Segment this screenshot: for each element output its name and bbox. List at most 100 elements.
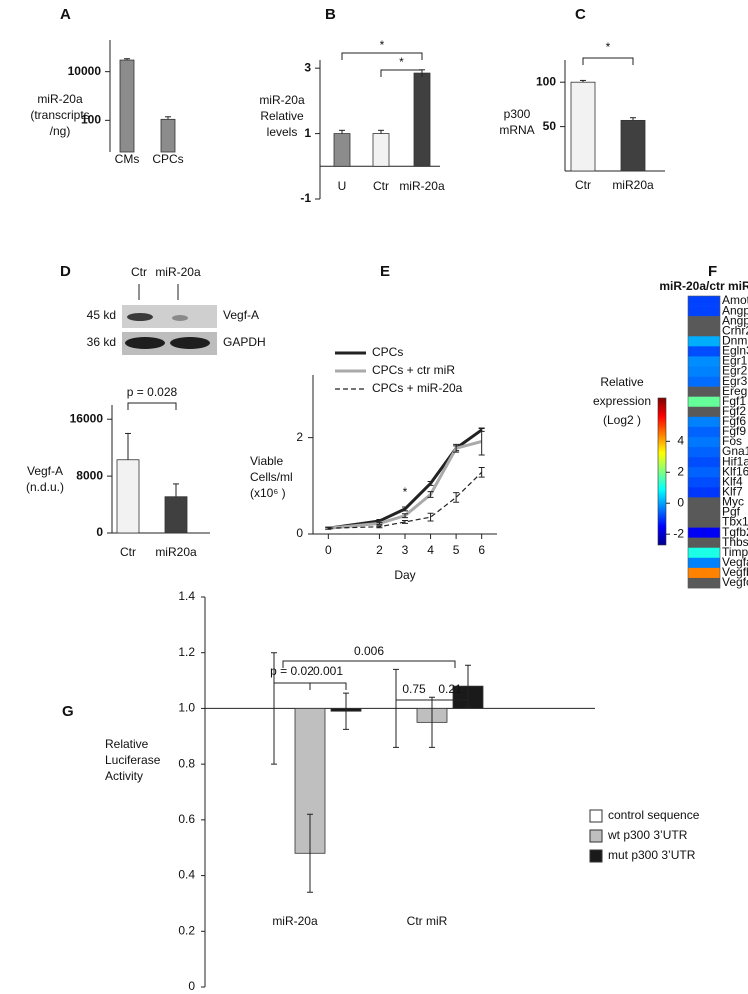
panel-label: A <box>60 6 71 23</box>
y-tick-label: 3 <box>304 60 311 74</box>
row-label: Angpt1 <box>722 303 748 317</box>
legend-label: CPCs + ctr miR <box>372 363 455 377</box>
heatmap-cell <box>688 306 720 317</box>
row-label: Crhr2 <box>722 323 748 337</box>
colorbar-tick-label: -2 <box>673 526 684 540</box>
heatmap-cell <box>688 346 720 357</box>
bar <box>413 72 431 167</box>
row-label: Dnm2 <box>722 333 748 347</box>
legend-swatch <box>589 829 603 843</box>
lane-label: miR-20a <box>155 265 201 279</box>
heatmap-frame <box>687 295 721 589</box>
error-bar <box>453 443 460 453</box>
y-axis-label: mRNA <box>499 123 534 137</box>
bar <box>119 59 135 153</box>
x-axis-label: Day <box>394 568 415 582</box>
error-bar <box>376 521 383 525</box>
row-label: Vegfc <box>722 575 748 589</box>
error-bar <box>393 668 399 748</box>
colorbar-tick-label: 2 <box>677 464 684 478</box>
bar <box>333 133 351 167</box>
error-bar <box>325 526 332 530</box>
y-axis-label: /ng) <box>50 124 71 138</box>
blot-band <box>127 313 153 321</box>
error-bar <box>402 506 408 512</box>
heatmap-cell <box>688 457 720 468</box>
error-bar <box>271 652 277 765</box>
annotation: 0.21 <box>438 682 462 696</box>
y-axis-label: Luciferase <box>105 753 161 767</box>
legend-swatch <box>589 849 603 863</box>
error-bar <box>427 480 434 486</box>
row-label: Tgfb2 <box>722 525 748 539</box>
significance-bracket <box>282 660 456 668</box>
row-label: Amot <box>722 293 748 307</box>
heatmap-cell <box>688 447 720 458</box>
colorbar-label: (Log2 ) <box>603 413 641 427</box>
y-axis-label: miR-20a <box>37 92 83 106</box>
heatmap-cell <box>688 527 720 538</box>
annotation: 0.001 <box>313 664 343 678</box>
y-tick-label: 0.2 <box>178 923 195 937</box>
row-label: Pgf <box>722 505 741 519</box>
panel-label: G <box>62 703 74 720</box>
marker-size: 36 kd <box>87 335 116 349</box>
annotation: 0.75 <box>402 682 426 696</box>
error-bar <box>343 692 349 730</box>
y-tick-label: 100 <box>536 74 556 88</box>
y-tick-label: 0.8 <box>178 756 195 770</box>
y-tick-label: 100 <box>81 113 101 127</box>
heatmap-cell <box>688 467 720 478</box>
x-tick-label: 6 <box>478 543 485 557</box>
missing-cell <box>688 537 720 549</box>
error-bar <box>427 512 434 522</box>
y-tick-label: 16000 <box>70 411 104 425</box>
x-tick-label: 3 <box>402 543 409 557</box>
error-bar <box>402 520 408 524</box>
bar <box>570 81 596 172</box>
x-tick-label: 0 <box>325 543 332 557</box>
x-tick-label: 5 <box>453 543 460 557</box>
colorbar <box>657 397 667 546</box>
y-axis-label: (n.d.u.) <box>26 480 64 494</box>
row-label: Vegfa <box>722 555 748 569</box>
blot-band <box>170 337 210 349</box>
heatmap-cell <box>688 376 720 387</box>
row-label: Gna13 <box>722 444 748 458</box>
y-axis-label: Relative <box>260 109 304 123</box>
x-tick-label: 2 <box>376 543 383 557</box>
error-bar <box>376 525 383 529</box>
error-bar <box>402 513 408 519</box>
missing-cell <box>688 497 720 508</box>
row-label: Klf4 <box>722 474 743 488</box>
x-tick-label: miR20a <box>155 545 197 559</box>
row-label: Thbs4 <box>722 535 748 549</box>
y-tick-label: 10000 <box>68 64 102 78</box>
x-tick-label: U <box>338 179 347 193</box>
x-tick-label: miR-20a <box>272 914 318 928</box>
x-tick-label: Ctr <box>120 545 136 559</box>
legend-swatch <box>589 809 603 823</box>
heatmap-cell <box>688 477 720 488</box>
row-label: Fgf1 <box>722 394 746 408</box>
heatmap-cell <box>688 436 720 448</box>
legend-label: mut p300 3’UTR <box>608 848 696 862</box>
annotation: p = 0.028 <box>127 385 178 399</box>
y-tick-label: 0 <box>96 525 103 539</box>
protein-label: Vegf-A <box>223 308 259 322</box>
y-axis-label: Viable <box>250 454 283 468</box>
y-tick-label: 0.6 <box>178 812 195 826</box>
colorbar-label: expression <box>593 394 651 408</box>
row-label: Myc <box>722 495 744 509</box>
panel-label: C <box>575 6 586 23</box>
significance-bracket <box>309 682 347 690</box>
x-tick-label: miR-20a <box>399 179 445 193</box>
row-label: Tbx1 <box>722 515 748 529</box>
significance-bracket <box>127 402 177 410</box>
row-label: Fgf2 <box>722 404 746 418</box>
y-axis-label: (transcripts <box>30 108 89 122</box>
error-bar <box>307 813 313 893</box>
row-label: Ereg <box>722 384 747 398</box>
row-label: Egr1 <box>722 354 748 368</box>
missing-cell <box>688 577 720 589</box>
